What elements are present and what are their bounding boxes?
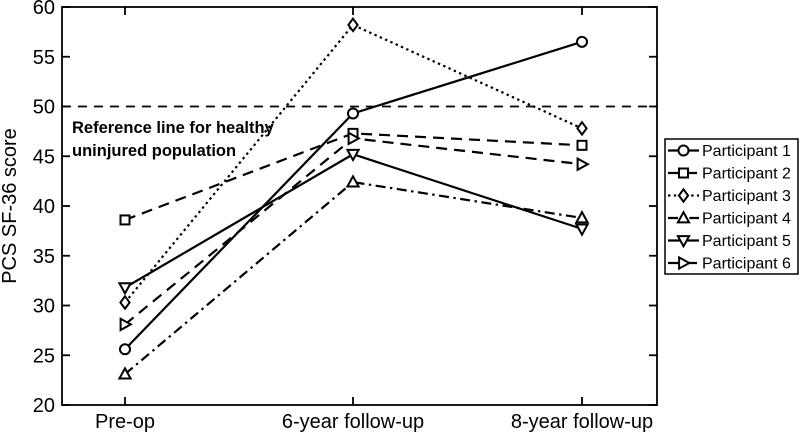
- y-tick-label: 25: [33, 345, 55, 367]
- series-participant-1: [119, 35, 588, 356]
- marker-diamond-participant-3: [576, 120, 588, 137]
- y-tick-label: 45: [33, 146, 55, 168]
- y-tick-label: 30: [33, 296, 55, 318]
- marker-triangle-up-participant-4: [574, 210, 590, 224]
- y-tick-label: 40: [33, 196, 55, 218]
- marker-triangle-down-participant-5: [574, 223, 590, 237]
- marker-diamond-participant-3: [347, 17, 359, 33]
- legend-label: Participant 2: [702, 166, 791, 183]
- series-participant-2: [119, 127, 588, 226]
- series-participant-4: [117, 174, 590, 380]
- y-tick-label: 60: [33, 0, 55, 19]
- x-tick-label: 6-year follow-up: [282, 411, 424, 433]
- marker-square-participant-2: [119, 214, 131, 226]
- marker-circle-participant-1: [576, 35, 588, 48]
- marker-triangle-up-participant-4: [345, 174, 361, 188]
- legend-marker-triangle-up: [676, 210, 691, 224]
- legend-label: Participant 3: [702, 188, 791, 205]
- legend-row: Participant 6: [668, 256, 791, 273]
- x-tick-label: Pre-op: [95, 411, 155, 433]
- legend-box: [664, 138, 799, 275]
- marker-diamond-participant-3: [119, 294, 131, 311]
- marker-triangle-down-participant-5: [117, 282, 133, 296]
- legend-marker-square: [678, 167, 689, 179]
- series-line-participant-4: [124, 180, 583, 375]
- y-tick-label: 50: [33, 97, 55, 119]
- series-participant-6: [119, 131, 590, 332]
- marker-triangle-right-participant-6: [347, 131, 361, 146]
- marker-circle-participant-1: [119, 343, 131, 356]
- series-participant-3: [119, 17, 588, 311]
- marker-triangle-right-participant-6: [119, 317, 133, 332]
- y-tick-label: 20: [33, 395, 55, 417]
- legend-label: Participant 5: [702, 233, 791, 250]
- x-tick-label: 8-year follow-up: [511, 411, 653, 433]
- legend-row: Participant 5: [668, 233, 791, 250]
- legend-row: Participant 1: [668, 143, 791, 160]
- y-axis-label: PCS SF-36 score: [0, 128, 21, 284]
- legend-marker-triangle-right: [678, 255, 692, 271]
- reference-line-label: uninjured population: [72, 142, 236, 160]
- reference-line-label: Reference line for healthy: [72, 119, 275, 137]
- y-tick-label: 35: [33, 246, 55, 268]
- plot-border: [61, 6, 658, 406]
- legend-label: Participant 6: [702, 256, 791, 273]
- legend-label: Participant 4: [702, 211, 791, 228]
- legend-row: Participant 2: [668, 166, 791, 183]
- legend-label: Participant 1: [702, 143, 791, 160]
- legend-row: Participant 3: [668, 187, 791, 205]
- legend-marker-diamond: [677, 187, 690, 204]
- marker-triangle-up-participant-4: [117, 366, 133, 380]
- marker-circle-participant-1: [347, 107, 359, 120]
- marker-square-participant-2: [576, 139, 588, 151]
- y-tick-label: 55: [33, 47, 55, 69]
- legend-row: Participant 4: [668, 210, 791, 228]
- series-participant-5: [117, 148, 590, 296]
- legend-marker-circle: [677, 144, 690, 157]
- legend-marker-triangle-down: [676, 235, 691, 249]
- legend: Participant 1 Participant 2 Participant 3 P…: [664, 138, 799, 275]
- marker-triangle-right-participant-6: [576, 156, 590, 172]
- marker-triangle-down-participant-5: [345, 148, 361, 163]
